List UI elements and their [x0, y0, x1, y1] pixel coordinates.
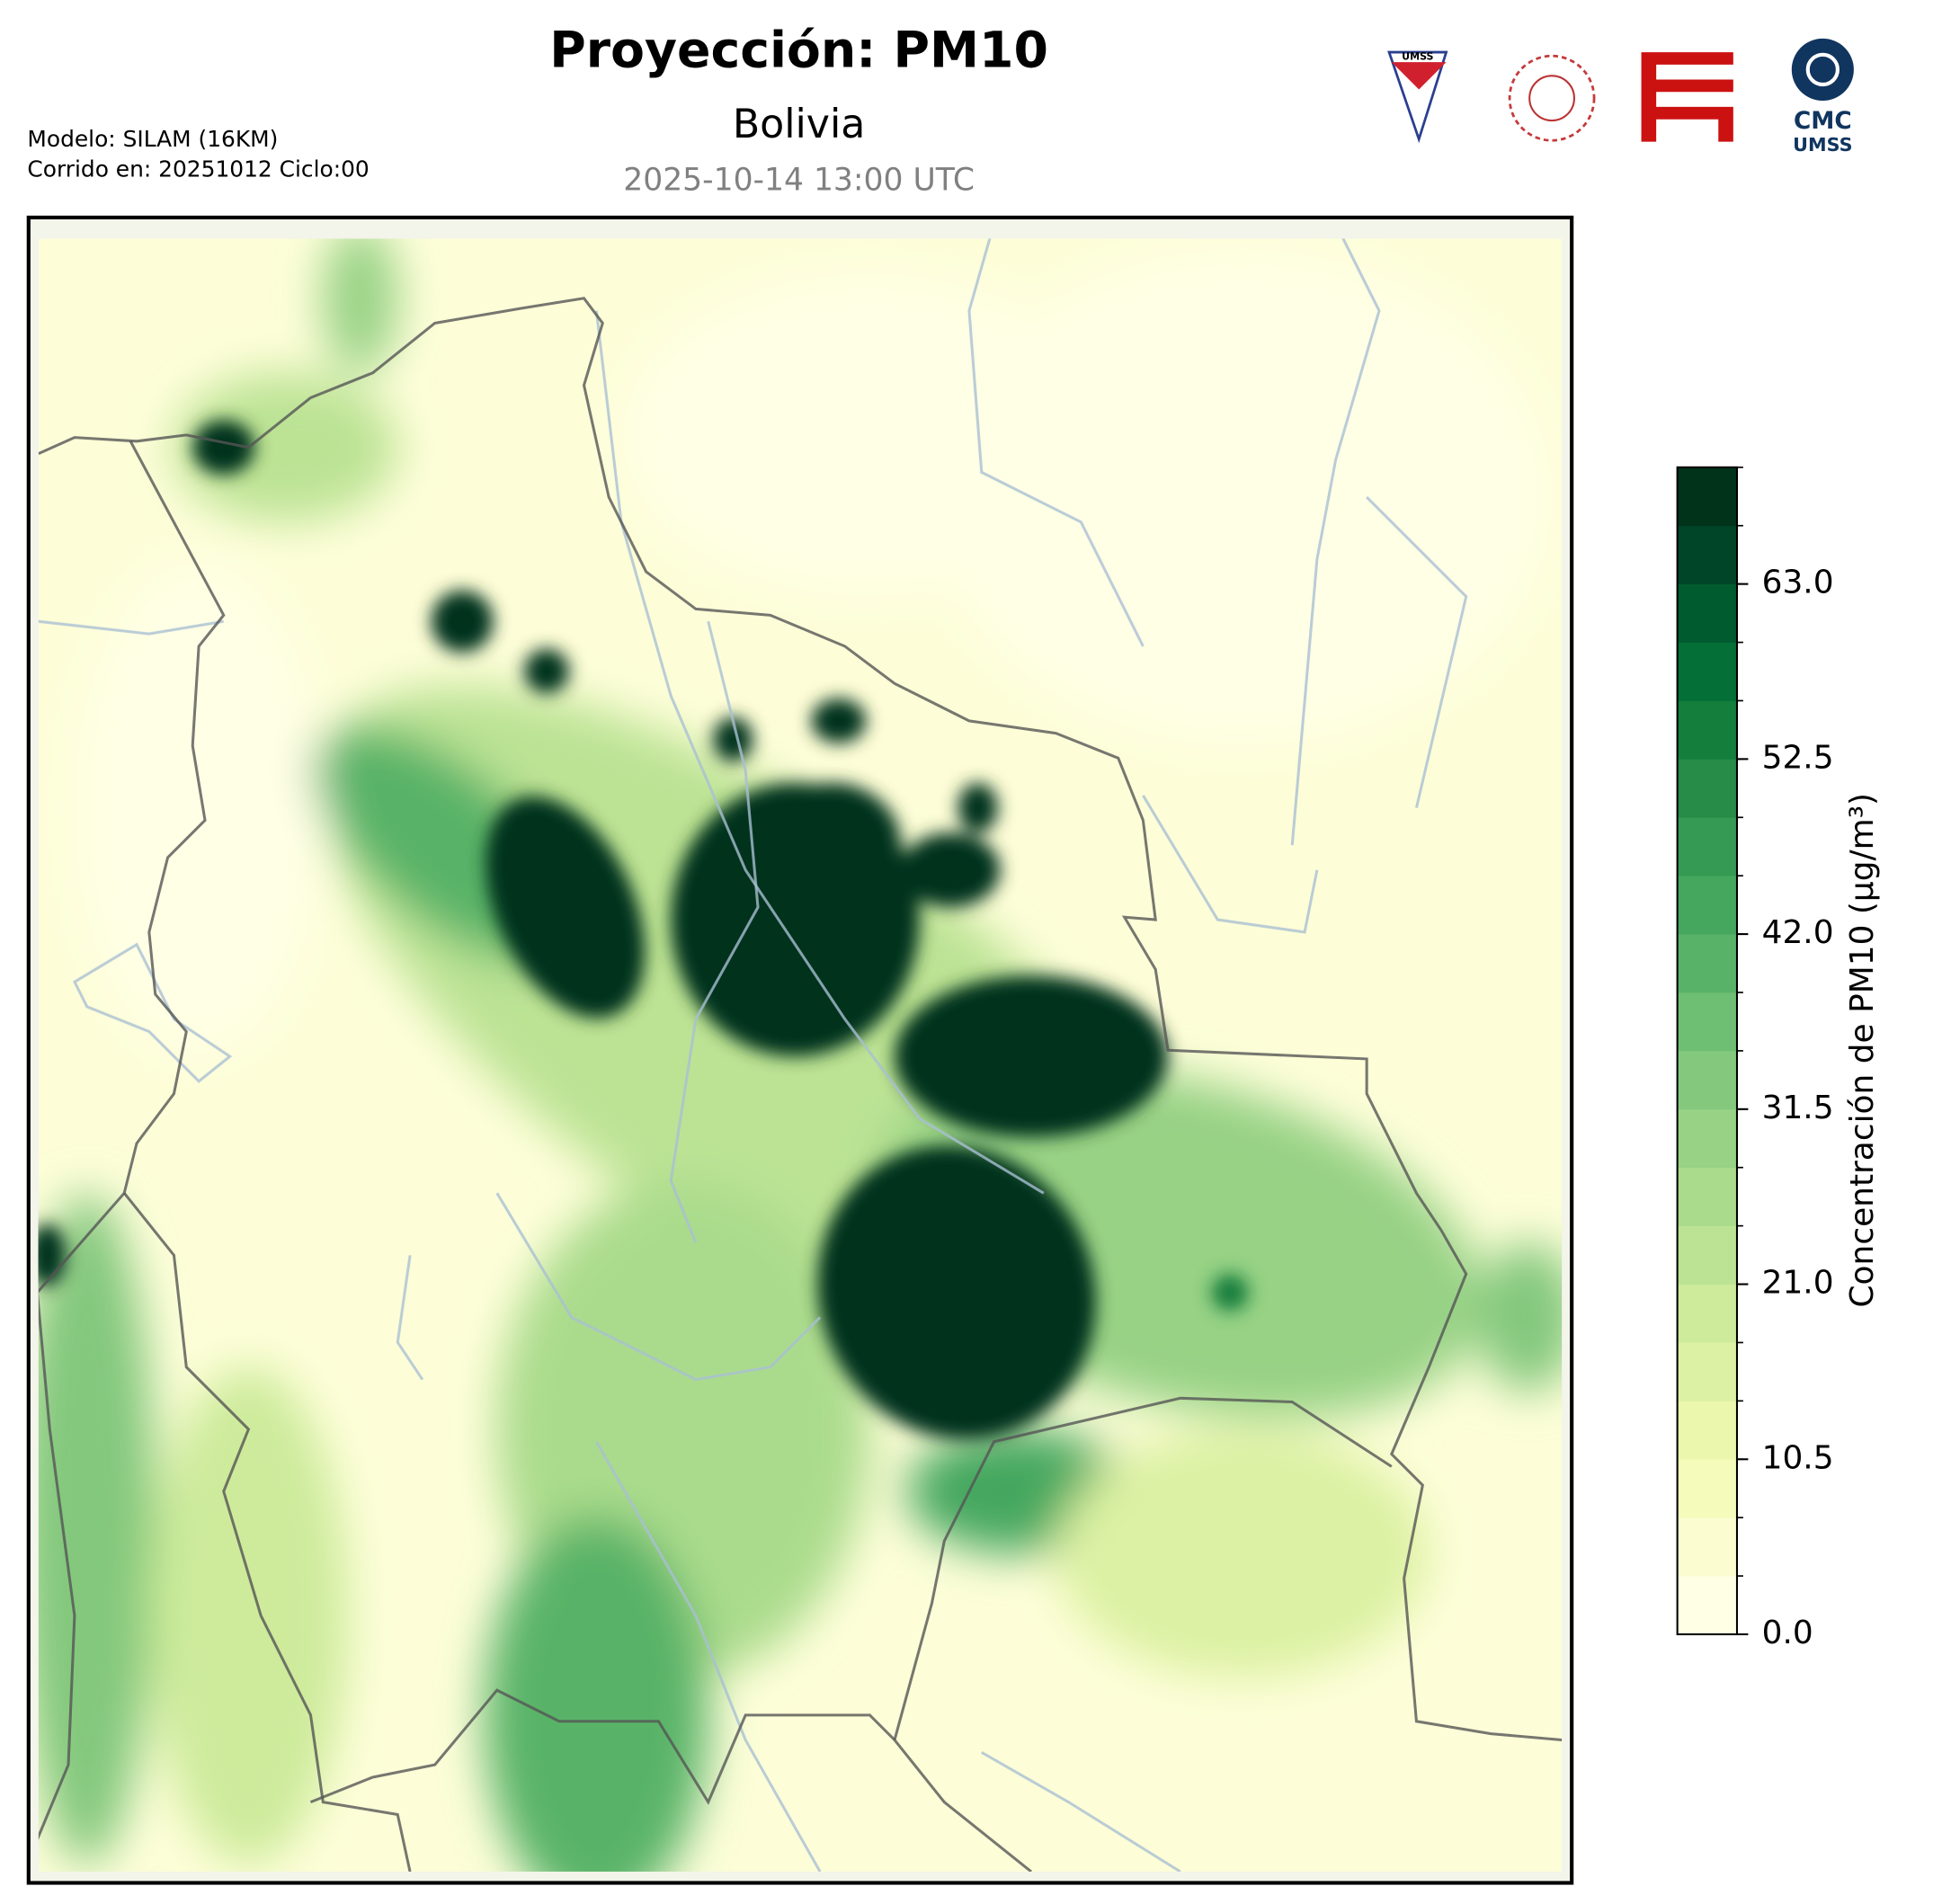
color-band	[1677, 933, 1738, 993]
tick-label: 10.5	[1762, 1439, 1834, 1476]
subtitle: Bolivia	[733, 102, 865, 147]
title: Proyección: PM10	[549, 22, 1048, 80]
color-band	[1677, 992, 1738, 1052]
color-band	[1677, 1167, 1738, 1226]
color-band	[1677, 1575, 1738, 1635]
color-band	[1677, 1401, 1738, 1460]
map	[26, 215, 1574, 1885]
tick-label: 21.0	[1762, 1265, 1834, 1302]
run: Corrido en: 20251012 Ciclo:00	[27, 156, 369, 182]
color-band	[1677, 875, 1738, 935]
model: Modelo: SILAM (16KM)	[27, 126, 278, 152]
color-band	[1677, 1108, 1738, 1169]
color-band	[1677, 816, 1738, 876]
color-band	[1677, 467, 1738, 527]
color-band	[1677, 642, 1738, 701]
tick-label: 42.0	[1762, 914, 1834, 951]
colorbar: 0.0 10.5 21.0 31.5 42.0 52.5 63.0	[1676, 466, 1834, 1651]
color-band	[1677, 1284, 1738, 1343]
colorbar-label: Concentración de PM10 (µg/m³)	[1844, 793, 1881, 1308]
tick-label: 0.0	[1762, 1615, 1813, 1651]
color-band	[1677, 1458, 1738, 1518]
date: 2025-10-14 13:00 UTC	[623, 162, 975, 198]
tick-label: 63.0	[1762, 565, 1834, 601]
logo-text: UMSS	[1402, 51, 1433, 63]
logo-text: CMC	[1794, 108, 1852, 135]
logos: UMSS CMC UMSS	[1387, 38, 1854, 156]
color-band	[1677, 1342, 1738, 1401]
tick-label: 52.5	[1762, 739, 1834, 776]
tick-label: 31.5	[1762, 1090, 1834, 1126]
color-band	[1677, 1517, 1738, 1577]
color-band	[1677, 1225, 1738, 1285]
color-band	[1677, 583, 1738, 643]
color-band	[1677, 1050, 1738, 1110]
logo-text: UMSS	[1793, 134, 1852, 156]
color-band	[1677, 759, 1738, 818]
color-band	[1677, 525, 1738, 584]
color-band	[1677, 700, 1738, 760]
